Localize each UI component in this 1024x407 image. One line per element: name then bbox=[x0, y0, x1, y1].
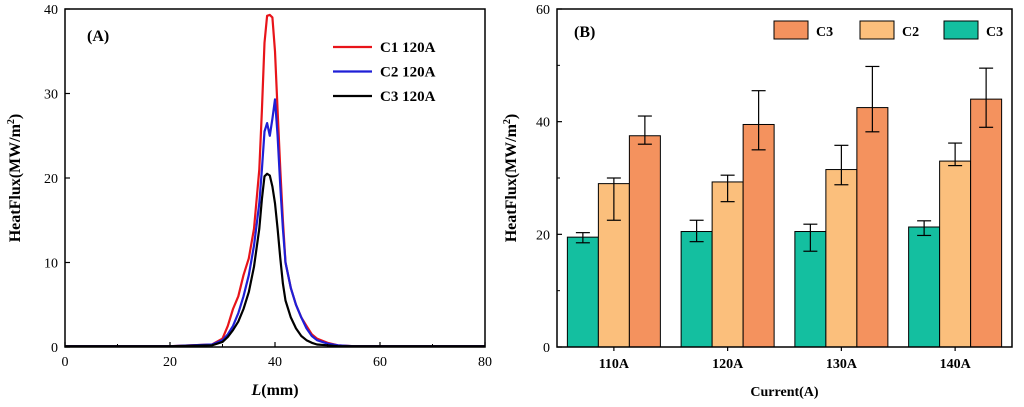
panel-b-legend-swatch bbox=[859, 20, 895, 40]
panel-b-x-tick-label: 130A bbox=[826, 357, 858, 372]
panel-a-x-axis-label-italic: L bbox=[250, 382, 261, 399]
panel-a-y-axis-label: HeatFlux(MW/m2) bbox=[6, 114, 24, 243]
panel-a-y-tick-label: 10 bbox=[44, 257, 58, 272]
panel-b-y-tick-label: 60 bbox=[536, 3, 550, 18]
panel-b-bar bbox=[856, 107, 889, 348]
panel-b-y-axis-label-main: HeatFlux(MW/m bbox=[503, 123, 520, 242]
panel-a-y-tick-label: 0 bbox=[51, 341, 58, 356]
panel-a-x-tick-label: 0 bbox=[62, 355, 69, 370]
panel-a-y-tick-label: 40 bbox=[44, 3, 58, 18]
panel-b-bar bbox=[742, 123, 775, 348]
panel-a-x-axis-label: L(mm) bbox=[250, 382, 298, 399]
panel-a-series-line bbox=[65, 98, 485, 348]
panel-b-y-axis-label-close: ) bbox=[503, 114, 520, 119]
panel-a-x-tick-label: 20 bbox=[163, 355, 177, 370]
panel-b-legend-label: C2 bbox=[902, 25, 919, 40]
panel-b-label: (B) bbox=[574, 24, 595, 41]
panel-b-y-tick-label: 0 bbox=[543, 341, 550, 356]
panel-b-x-tick-label: 140A bbox=[940, 357, 972, 372]
panel-b-bar bbox=[825, 169, 858, 348]
panel-a-legend: C1 120A C2 120A C3 120A bbox=[333, 40, 436, 105]
panel-b-bar bbox=[970, 98, 1003, 348]
panel-a-x-tick-label: 40 bbox=[268, 355, 282, 370]
panel-b-y-tick-label: 40 bbox=[536, 116, 550, 131]
panel-a-x-axis-label-unit: (mm) bbox=[261, 382, 298, 399]
panel-a-y-axis-label-sup: 2 bbox=[6, 119, 17, 124]
panel-a-legend-label: C3 120A bbox=[380, 89, 436, 105]
panel-b-error-bars bbox=[575, 65, 994, 252]
panel-a-x-tick-label: 80 bbox=[478, 355, 492, 370]
panel-b-bar bbox=[628, 135, 661, 348]
panel-b-bar bbox=[939, 160, 972, 348]
panel-b-y-tick-label: 20 bbox=[536, 228, 550, 243]
panel-b-bar bbox=[566, 236, 599, 348]
panel-b-ticks: 0 20 40 60 110A 120A 130A 140A bbox=[536, 3, 972, 372]
panel-b-y-axis-label-sup: 2 bbox=[502, 119, 513, 124]
panel-a-y-axis-label-close: ) bbox=[7, 114, 24, 119]
panel-b-legend-label: C3 bbox=[816, 25, 833, 40]
panel-a-x-tick-label: 60 bbox=[373, 355, 387, 370]
panel-a-ticks: 0 20 40 60 80 0 10 20 30 40 bbox=[44, 3, 492, 370]
panel-b-legend: C3 C2 C3 bbox=[773, 20, 1003, 40]
panel-b-legend-swatch bbox=[943, 20, 979, 40]
panel-b-bar bbox=[711, 181, 744, 348]
panel-a-y-tick-label: 30 bbox=[44, 88, 58, 103]
panel-a-series-line bbox=[65, 13, 485, 348]
panel-a-label: (A) bbox=[87, 28, 109, 45]
panel-a-series-line bbox=[65, 172, 485, 348]
panel-b-y-axis-label: HeatFlux(MW/m2) bbox=[502, 114, 520, 243]
panel-b-bars bbox=[566, 98, 1003, 348]
panel-b-x-tick-label: 120A bbox=[712, 357, 744, 372]
panel-b-bar bbox=[680, 231, 713, 348]
panel-b-bar-chart: 0 20 40 60 110A 120A 130A 140A (B) Current(A) H… bbox=[502, 3, 1013, 400]
panel-b-legend-swatch bbox=[773, 20, 809, 40]
panel-a-y-tick-label: 20 bbox=[44, 172, 58, 187]
panel-b-bar bbox=[908, 226, 941, 348]
panel-a-legend-label: C1 120A bbox=[380, 40, 436, 56]
panel-b-x-tick-label: 110A bbox=[599, 357, 630, 372]
panel-a-y-axis-label-main: HeatFlux(MW/m bbox=[7, 123, 24, 242]
panel-b-x-axis-label: Current(A) bbox=[750, 385, 819, 400]
panel-a-line-chart: 0 20 40 60 80 0 10 20 30 40 (A) L(mm) HeatFlux(MW… bbox=[6, 3, 492, 399]
panel-a-legend-label: C2 120A bbox=[380, 65, 436, 81]
panel-b-legend-label: C3 bbox=[986, 25, 1003, 40]
panel-a-series bbox=[65, 13, 485, 348]
